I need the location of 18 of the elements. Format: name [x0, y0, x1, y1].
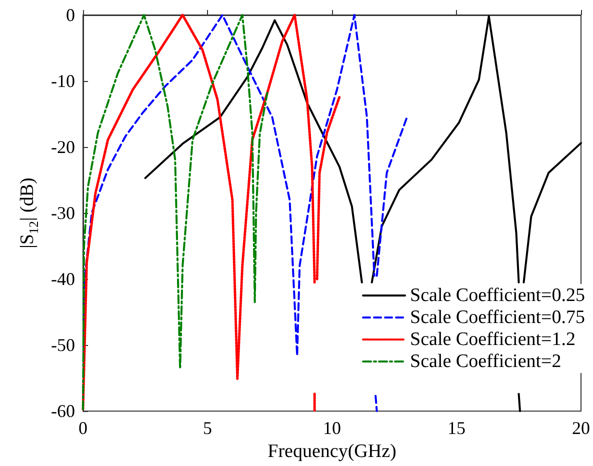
y-tick-label: -60 [51, 401, 75, 422]
y-tick-label: -30 [51, 203, 75, 224]
x-tick-label: 5 [203, 418, 212, 438]
legend-label: Scale Coefficient=1.2 [410, 329, 576, 350]
y-axis-title: |S12| (dB) [17, 178, 42, 248]
legend-label: Scale Coefficient=0.75 [410, 307, 586, 328]
x-tick-label: 10 [323, 418, 341, 438]
legend-label: Scale Coefficient=0.25 [410, 285, 586, 306]
x-tick-label: 0 [78, 418, 88, 438]
x-axis-title: Frequency(GHz) [268, 441, 396, 462]
y-tick-label: -10 [51, 71, 75, 92]
y-tick-label: -20 [51, 137, 75, 158]
y-tick-label: 0 [66, 5, 75, 25]
y-tick-label: -40 [51, 269, 75, 290]
x-tick-label: 15 [448, 418, 466, 438]
legend-label: Scale Coefficient=2 [410, 351, 562, 372]
x-tick-label: 20 [572, 418, 590, 438]
y-tick-label: -50 [51, 335, 75, 356]
